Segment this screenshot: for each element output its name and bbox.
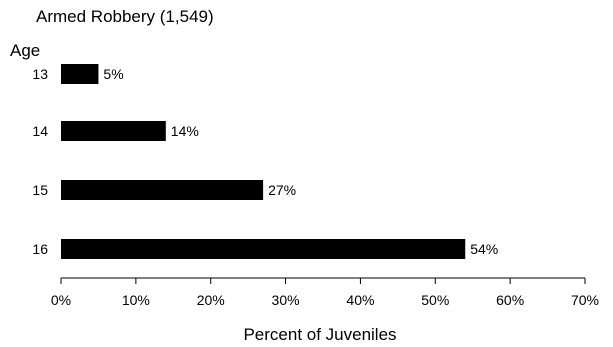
bar bbox=[61, 239, 466, 259]
x-tick-label: 0% bbox=[51, 292, 71, 308]
data-label: 27% bbox=[268, 182, 296, 198]
x-tick-label: 40% bbox=[346, 292, 374, 308]
x-tick-label: 70% bbox=[571, 292, 599, 308]
data-label: 14% bbox=[171, 123, 199, 139]
category-label: 13 bbox=[32, 66, 48, 82]
x-tick-label: 30% bbox=[272, 292, 300, 308]
bar bbox=[61, 64, 99, 84]
bars-group: 13 5% 14 14% 15 27% 16 54% bbox=[32, 64, 498, 259]
y-axis-label: Age bbox=[10, 41, 40, 60]
x-axis: 0% 10% 20% 30% 40% 50% 60% 70% bbox=[51, 277, 599, 308]
category-label: 14 bbox=[32, 123, 48, 139]
x-tick-label: 50% bbox=[421, 292, 449, 308]
data-label: 54% bbox=[470, 241, 498, 257]
x-tick-label: 60% bbox=[496, 292, 524, 308]
bar bbox=[61, 121, 166, 141]
x-tick-label: 20% bbox=[197, 292, 225, 308]
data-label: 5% bbox=[103, 66, 123, 82]
x-tick-label: 10% bbox=[122, 292, 150, 308]
category-label: 16 bbox=[32, 241, 48, 257]
category-label: 15 bbox=[32, 182, 48, 198]
chart-title: Armed Robbery (1,549) bbox=[36, 7, 214, 26]
x-axis-label: Percent of Juveniles bbox=[243, 325, 396, 344]
bar bbox=[61, 180, 264, 200]
